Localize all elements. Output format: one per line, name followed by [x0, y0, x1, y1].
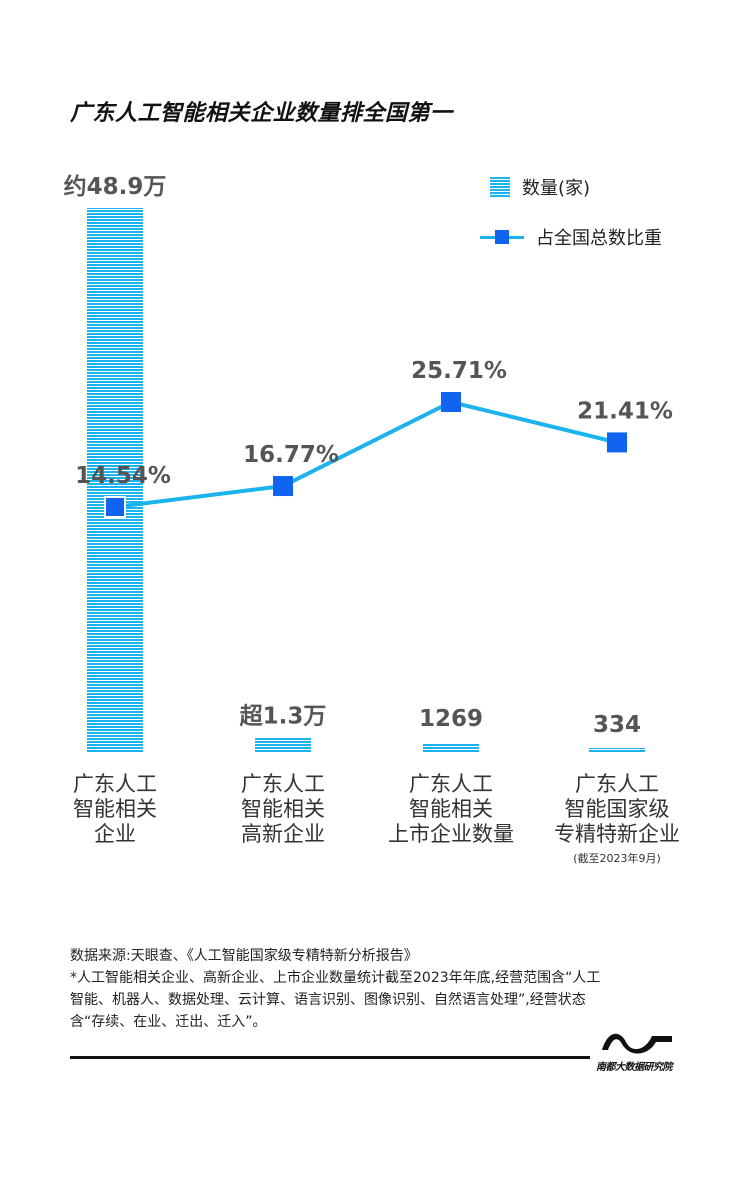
legend-line-label: 占全国总数比重	[536, 228, 662, 249]
x-tick-label-line: 智能相关	[241, 797, 325, 821]
bar-data-label: 约48.9万	[64, 173, 167, 200]
chart-title: 广东人工智能相关企业数量排全国第一	[70, 101, 453, 126]
x-tick-label-line: 广东人工	[575, 772, 659, 796]
bar	[87, 208, 143, 752]
x-tick-label: 广东人工 智能国家级 专精特新企业	[542, 772, 692, 847]
category-note: (截至2023年9月)	[573, 852, 661, 865]
x-tick-label-line: 企业	[94, 822, 136, 846]
bar	[255, 737, 311, 752]
x-tick-label-line: 广东人工	[241, 772, 325, 796]
bar-data-label: 334	[593, 712, 641, 738]
logo-text: 南都大数据研究院	[596, 1062, 673, 1073]
x-tick-label: 广东人工 智能相关 企业	[40, 772, 190, 847]
bar-data-label: 1269	[419, 706, 483, 732]
x-tick-label-line: 高新企业	[241, 822, 325, 846]
line-data-label: 14.54%	[75, 463, 171, 489]
line-data-label: 16.77%	[243, 442, 339, 468]
x-tick-label-line: 广东人工	[409, 772, 493, 796]
line-marker	[104, 496, 126, 518]
line-marker	[607, 432, 627, 453]
source-line: 数据来源:天眼查、《人工智能国家级专精特新分析报告》	[70, 948, 418, 964]
x-tick-label-line: 专精特新企业	[554, 822, 680, 846]
logo-mark-icon	[602, 1033, 672, 1054]
line-marker	[441, 392, 461, 412]
legend-bar-label: 数量(家)	[522, 178, 591, 199]
line-series	[114, 399, 618, 509]
legend-bar-swatch	[490, 177, 510, 197]
x-tick-label: 广东人工 智能相关 上市企业数量	[376, 772, 526, 847]
bar	[589, 748, 645, 752]
x-tick-label-line: 智能国家级	[564, 797, 670, 821]
x-tick-label-line: 智能相关	[409, 797, 493, 821]
x-tick-label-line: 广东人工	[73, 772, 157, 796]
footer-rule	[70, 1056, 590, 1059]
x-tick-label-line: 智能相关	[73, 797, 157, 821]
x-tick-label: 广东人工 智能相关 高新企业	[208, 772, 358, 847]
logo: 南都大数据研究院	[596, 1028, 678, 1073]
legend: 数量(家) 占全国总数比重	[480, 172, 662, 272]
source-notes: 数据来源:天眼查、《人工智能国家级专精特新分析报告》 *人工智能相关企业、高新企…	[70, 945, 610, 1033]
line-marker	[273, 476, 293, 497]
bar	[423, 744, 479, 752]
legend-item-line: 占全国总数比重	[480, 222, 662, 252]
legend-item-bar: 数量(家)	[490, 172, 662, 202]
line-data-label: 21.41%	[577, 398, 673, 424]
methodology-note: *人工智能相关企业、高新企业、上市企业数量统计截至2023年年底,经营范围含“人…	[70, 970, 601, 1030]
x-tick-label-line: 上市企业数量	[388, 822, 514, 846]
bar-data-label: 超1.3万	[240, 704, 327, 730]
line-data-label: 25.71%	[411, 358, 507, 384]
legend-line-swatch	[480, 227, 524, 247]
